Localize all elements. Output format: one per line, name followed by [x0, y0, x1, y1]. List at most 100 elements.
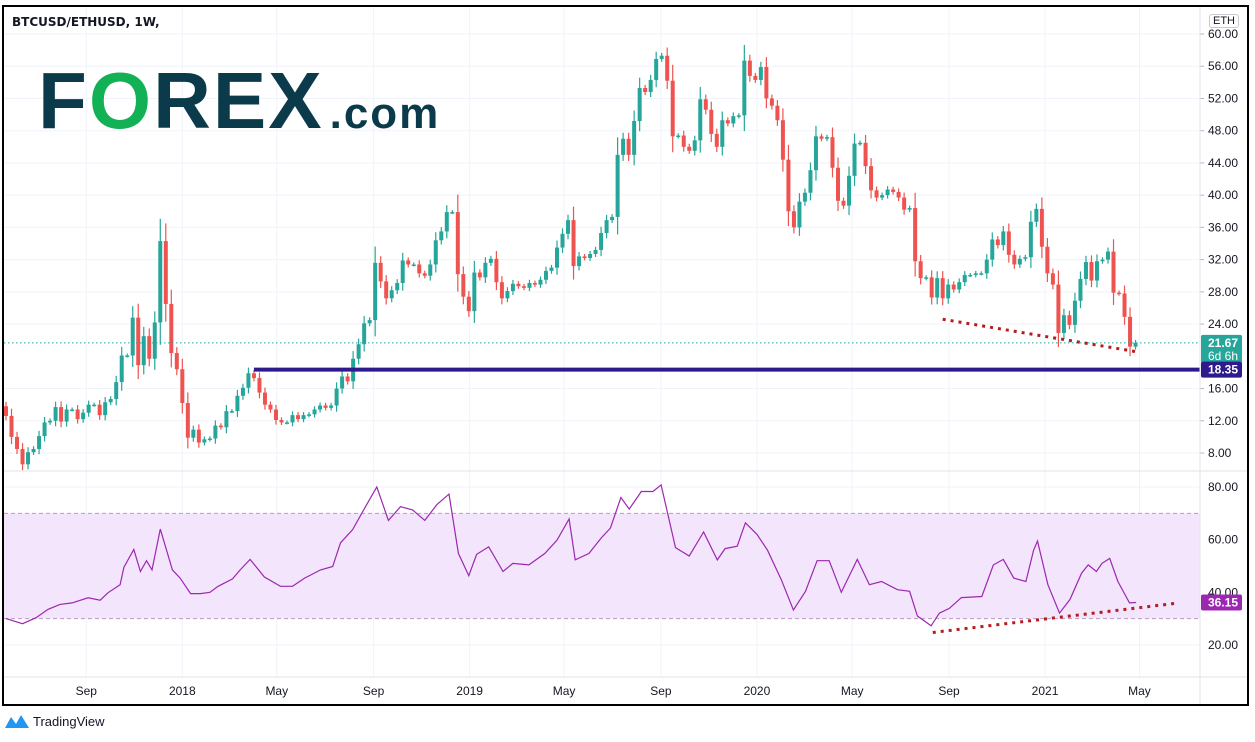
- candle-body: [103, 402, 108, 416]
- candle-body: [428, 264, 433, 276]
- symbol-title: BTCUSD/ETHUSD, 1W,: [12, 15, 160, 29]
- overlays: [4, 317, 1200, 634]
- candle-body: [400, 260, 405, 283]
- candle-body: [406, 260, 411, 265]
- candle-body: [1100, 259, 1105, 262]
- candle-body: [604, 220, 609, 234]
- candle-body: [218, 425, 223, 428]
- candle-body: [450, 212, 455, 214]
- candle-body: [681, 135, 686, 147]
- candle-body: [505, 291, 510, 299]
- candle-body: [703, 99, 708, 110]
- last-price-label: 21.67: [1208, 336, 1238, 350]
- candle-body: [488, 258, 493, 263]
- candle-body: [108, 399, 113, 403]
- candle-body: [764, 67, 769, 99]
- candle-body: [180, 369, 185, 404]
- forex-logo: FOREX .com: [38, 56, 441, 145]
- candle-body: [841, 200, 846, 206]
- logo-rex: REX: [153, 56, 324, 145]
- candles: [4, 44, 1138, 471]
- candle-body: [720, 120, 725, 147]
- candle-body: [202, 439, 207, 443]
- x-tick-label: May: [1128, 684, 1151, 698]
- candle-body: [1023, 257, 1028, 259]
- candle-body: [599, 233, 604, 250]
- candle-body: [813, 136, 818, 171]
- candle-body: [42, 422, 47, 437]
- candle-body: [995, 239, 1000, 246]
- candle-body: [913, 208, 918, 262]
- candle-body: [235, 395, 240, 412]
- candle-body: [885, 189, 890, 196]
- candle-body: [968, 274, 973, 277]
- candle-body: [566, 220, 571, 234]
- candle-body: [1122, 293, 1127, 317]
- candle-body: [615, 154, 620, 217]
- candle-body: [973, 273, 978, 275]
- candle-body: [549, 267, 554, 271]
- candle-body: [1111, 251, 1116, 293]
- candle-body: [957, 282, 962, 290]
- candle-body: [483, 262, 488, 278]
- candle-body: [758, 67, 763, 80]
- candle-body: [147, 336, 152, 359]
- candle-body: [582, 256, 587, 259]
- candle-body: [417, 264, 422, 274]
- x-tick-label: Sep: [650, 684, 672, 698]
- rsi-value-label: 36.15: [1208, 595, 1238, 609]
- candle-body: [329, 405, 334, 408]
- logo-suffix: .com: [330, 89, 441, 138]
- candle-body: [510, 283, 515, 292]
- candle-body: [929, 277, 934, 298]
- candle-body: [81, 412, 86, 420]
- candle-body: [163, 241, 168, 304]
- rsi-value-badge: [1201, 594, 1242, 611]
- candle-body: [1067, 315, 1072, 325]
- candle-body: [362, 323, 367, 345]
- candle-body: [356, 344, 361, 359]
- tradingview-logo-icon: [5, 715, 29, 728]
- candle-body: [345, 376, 350, 382]
- candle-body: [367, 320, 372, 324]
- candle-body: [191, 429, 196, 438]
- candle-body: [296, 415, 301, 420]
- candle-body: [880, 195, 885, 198]
- candle-body: [962, 274, 967, 283]
- candle-body: [637, 87, 642, 122]
- candle-body: [384, 281, 389, 299]
- candle-body: [455, 212, 460, 275]
- candle-body: [196, 429, 201, 443]
- candle-body: [786, 159, 791, 212]
- candle-body: [262, 392, 267, 405]
- candle-body: [593, 249, 598, 254]
- candle-body: [433, 240, 438, 265]
- candle-body: [268, 404, 273, 410]
- candle-body: [847, 175, 852, 206]
- candle-body: [1089, 262, 1094, 281]
- candle-body: [229, 411, 234, 413]
- candle-body: [902, 197, 907, 210]
- candle-body: [621, 138, 626, 155]
- candle-body: [527, 282, 532, 288]
- candle-body: [246, 373, 251, 388]
- candle-body: [48, 420, 53, 423]
- currency-badge[interactable]: ETH: [1209, 14, 1239, 28]
- candle-body: [1045, 246, 1050, 274]
- candle-body: [340, 376, 345, 389]
- price-tick-label: 56.00: [1208, 59, 1238, 73]
- candle-body: [940, 278, 945, 299]
- candle-body: [141, 336, 146, 366]
- candle-body: [290, 415, 295, 423]
- candle-body: [543, 270, 548, 280]
- candle-body: [907, 208, 912, 210]
- logo-f: F: [38, 56, 89, 145]
- last-price-badge: [1201, 334, 1242, 363]
- candle-body: [780, 120, 785, 160]
- tradingview-brand[interactable]: TradingView: [4, 713, 105, 729]
- candle-body: [797, 201, 802, 228]
- candle-body: [20, 448, 25, 465]
- rsi-tick-label: 20.00: [1208, 638, 1238, 652]
- candle-body: [323, 405, 328, 408]
